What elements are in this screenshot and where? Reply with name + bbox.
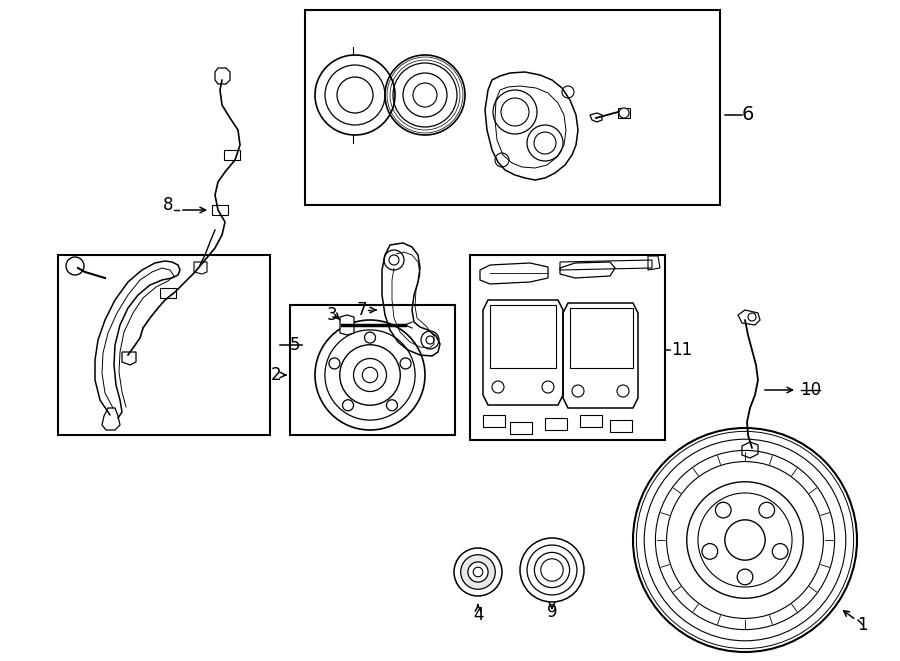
Text: 5: 5 <box>290 336 301 354</box>
Circle shape <box>66 257 84 275</box>
Text: 8: 8 <box>163 196 173 214</box>
Bar <box>490 305 556 368</box>
Bar <box>224 150 240 160</box>
Text: 4: 4 <box>472 606 483 624</box>
Bar <box>58 255 270 435</box>
Bar <box>290 305 455 435</box>
Circle shape <box>619 108 629 118</box>
Polygon shape <box>215 68 230 84</box>
Polygon shape <box>738 310 760 325</box>
Bar <box>483 415 505 427</box>
Text: 3: 3 <box>327 306 338 324</box>
Polygon shape <box>742 442 758 458</box>
Text: 7: 7 <box>356 301 367 319</box>
Text: 2: 2 <box>271 366 282 384</box>
Polygon shape <box>560 262 615 278</box>
Polygon shape <box>122 352 136 365</box>
Polygon shape <box>480 263 548 284</box>
Bar <box>545 418 567 430</box>
Bar <box>610 420 632 432</box>
Bar <box>510 422 532 434</box>
Text: 9: 9 <box>547 603 557 621</box>
Circle shape <box>461 555 495 589</box>
Polygon shape <box>194 262 207 274</box>
Polygon shape <box>590 113 602 122</box>
Text: 6: 6 <box>742 106 754 124</box>
Circle shape <box>468 562 488 582</box>
Bar <box>618 108 630 118</box>
Bar <box>212 205 228 215</box>
Bar <box>580 415 602 427</box>
Polygon shape <box>102 408 120 430</box>
Text: 10: 10 <box>800 381 821 399</box>
Text: 11: 11 <box>671 341 693 359</box>
Bar <box>470 255 665 440</box>
Bar <box>570 308 633 368</box>
Bar <box>160 288 176 298</box>
Bar <box>305 10 720 205</box>
Polygon shape <box>340 315 354 335</box>
Text: 1: 1 <box>857 616 868 634</box>
